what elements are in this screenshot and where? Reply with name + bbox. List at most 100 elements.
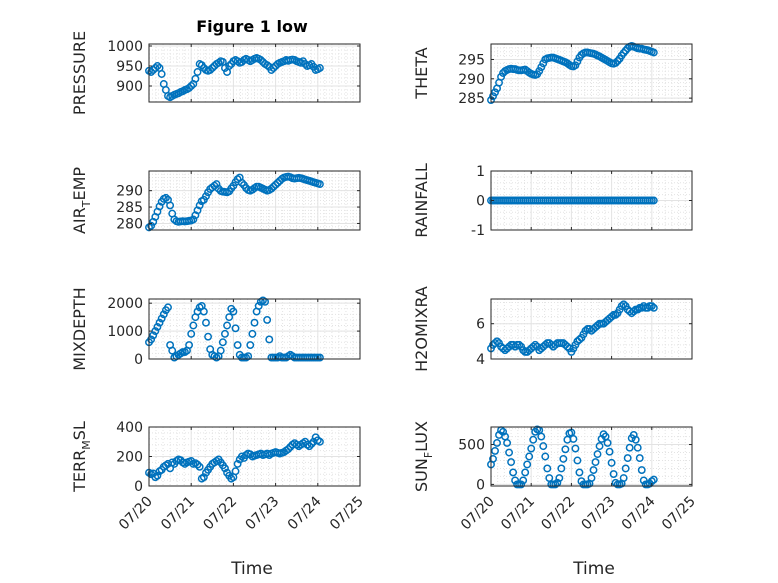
data-point — [185, 341, 194, 349]
y-tick-label: 400 — [116, 420, 143, 436]
data-point — [523, 460, 532, 469]
y-tick-label: 295 — [458, 52, 485, 68]
y-tick-label: 950 — [116, 59, 143, 75]
axes-box — [148, 298, 361, 360]
data-point — [573, 456, 582, 465]
data-point — [168, 346, 177, 355]
data-series — [487, 300, 658, 356]
data-point — [284, 445, 293, 454]
data-point — [493, 438, 501, 447]
data-point — [529, 435, 538, 444]
data-series — [145, 54, 324, 102]
data-point — [187, 82, 196, 90]
data-point — [221, 464, 229, 473]
data-point — [491, 339, 499, 348]
data-series — [145, 296, 324, 362]
data-point — [649, 48, 658, 57]
y-tick-label: 0 — [476, 194, 485, 210]
data-point — [575, 468, 584, 477]
y-axis-label: SUNFLUX — [412, 421, 435, 492]
data-point — [199, 307, 208, 316]
y-tick-label: 200 — [116, 450, 143, 466]
data-point — [248, 329, 257, 338]
subplot-mixdepth: 0 1000 2000 MIXDEPTH — [70, 287, 361, 371]
data-point — [208, 64, 217, 72]
data-series — [145, 433, 324, 483]
data-point — [229, 307, 238, 316]
data-point — [155, 318, 164, 327]
data-point — [307, 440, 316, 448]
data-point — [593, 450, 602, 459]
y-tick-label: 0 — [476, 477, 485, 493]
data-point — [519, 476, 528, 485]
data-point — [149, 331, 158, 340]
axes-box — [148, 170, 361, 231]
data-point — [189, 215, 198, 224]
data-point — [195, 462, 204, 471]
data-point — [539, 59, 548, 68]
data-point — [256, 56, 265, 64]
y-tick-label: 0 — [134, 479, 143, 495]
grid-lines — [148, 44, 361, 103]
data-point — [151, 64, 160, 72]
data-point — [507, 458, 516, 467]
data-point — [603, 438, 612, 447]
data-point — [315, 64, 324, 72]
data-point — [216, 346, 225, 355]
data-point — [263, 315, 272, 324]
data-point — [631, 435, 640, 444]
data-point — [267, 66, 276, 74]
data-point — [193, 68, 202, 76]
x-axis-label-left: Time — [230, 559, 273, 579]
data-point — [535, 67, 544, 76]
data-point — [491, 446, 499, 455]
data-point — [531, 340, 540, 349]
data-point — [202, 192, 210, 201]
data-point — [537, 63, 546, 72]
data-point — [161, 193, 170, 202]
y-tick-label: 290 — [458, 72, 485, 88]
data-point — [250, 318, 259, 327]
data-point — [204, 332, 213, 341]
data-point — [621, 464, 630, 473]
data-series — [487, 196, 658, 205]
data-point — [491, 88, 499, 97]
data-point — [587, 474, 596, 482]
data-point — [551, 480, 560, 489]
data-series — [487, 41, 658, 105]
data-point — [521, 468, 530, 477]
data-point — [589, 466, 598, 475]
y-axis-label: AIRTEMP — [70, 167, 93, 234]
data-point — [315, 353, 324, 362]
y-axis-label: TERRMSL — [70, 421, 93, 493]
data-point — [151, 327, 160, 336]
data-point — [503, 438, 512, 447]
data-point — [489, 92, 497, 101]
data-point — [649, 303, 658, 312]
data-point — [561, 445, 570, 454]
data-point — [515, 340, 524, 349]
data-point — [271, 180, 280, 189]
axes-box — [490, 426, 693, 487]
data-point — [525, 452, 534, 461]
data-point — [153, 322, 162, 331]
data-series — [145, 172, 324, 232]
y-tick-label: 500 — [458, 438, 485, 454]
y-tick-label: 285 — [458, 91, 485, 107]
data-point — [233, 341, 242, 349]
data-point — [633, 305, 642, 314]
data-point — [218, 338, 227, 347]
data-point — [499, 427, 508, 436]
y-axis-label: THETA — [412, 47, 431, 99]
data-point — [637, 466, 646, 475]
data-point — [195, 201, 204, 210]
data-point — [559, 454, 568, 463]
figure-title: Figure 1 low — [196, 17, 308, 36]
data-point — [569, 435, 578, 443]
data-point — [269, 182, 278, 191]
data-point — [619, 300, 628, 309]
data-point — [619, 474, 628, 482]
data-point — [147, 68, 156, 76]
data-point — [147, 335, 156, 344]
